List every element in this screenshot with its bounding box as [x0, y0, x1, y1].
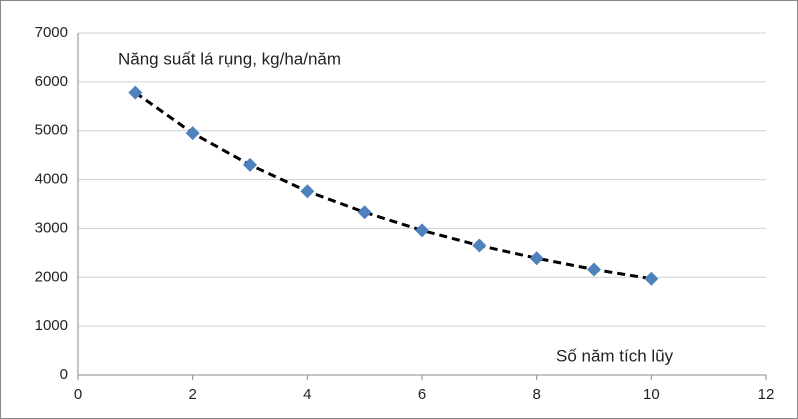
y-axis-label: Năng suất lá rụng, kg/ha/năm: [118, 49, 341, 68]
x-tick-label: 6: [418, 386, 426, 403]
data-point: [300, 184, 315, 199]
data-point: [185, 126, 200, 141]
data-point: [415, 223, 429, 238]
x-axis-label: Số năm tích lũy: [556, 346, 674, 365]
y-tick-label: 6000: [35, 73, 68, 90]
x-tick-label: 12: [758, 386, 775, 403]
x-tick-label: 0: [74, 386, 82, 403]
y-tick-label: 5000: [35, 122, 68, 139]
data-point: [128, 85, 143, 100]
y-tick-label: 0: [60, 366, 68, 383]
x-tick-label: 4: [303, 386, 311, 403]
y-tick-label: 7000: [35, 24, 68, 41]
x-tick-label: 8: [532, 386, 540, 403]
y-tick-label: 1000: [35, 317, 68, 334]
data-point: [644, 271, 659, 286]
data-point: [529, 251, 544, 266]
data-point: [243, 157, 257, 172]
y-tick-label: 4000: [35, 171, 68, 188]
x-tick-label: 2: [188, 386, 196, 403]
trend-line: [134, 91, 652, 281]
y-tick-label: 3000: [35, 219, 68, 236]
x-tick-label: 10: [643, 386, 660, 403]
y-tick-label: 2000: [35, 268, 68, 285]
data-point: [357, 205, 372, 220]
data-point: [472, 238, 487, 253]
data-point: [587, 262, 601, 277]
